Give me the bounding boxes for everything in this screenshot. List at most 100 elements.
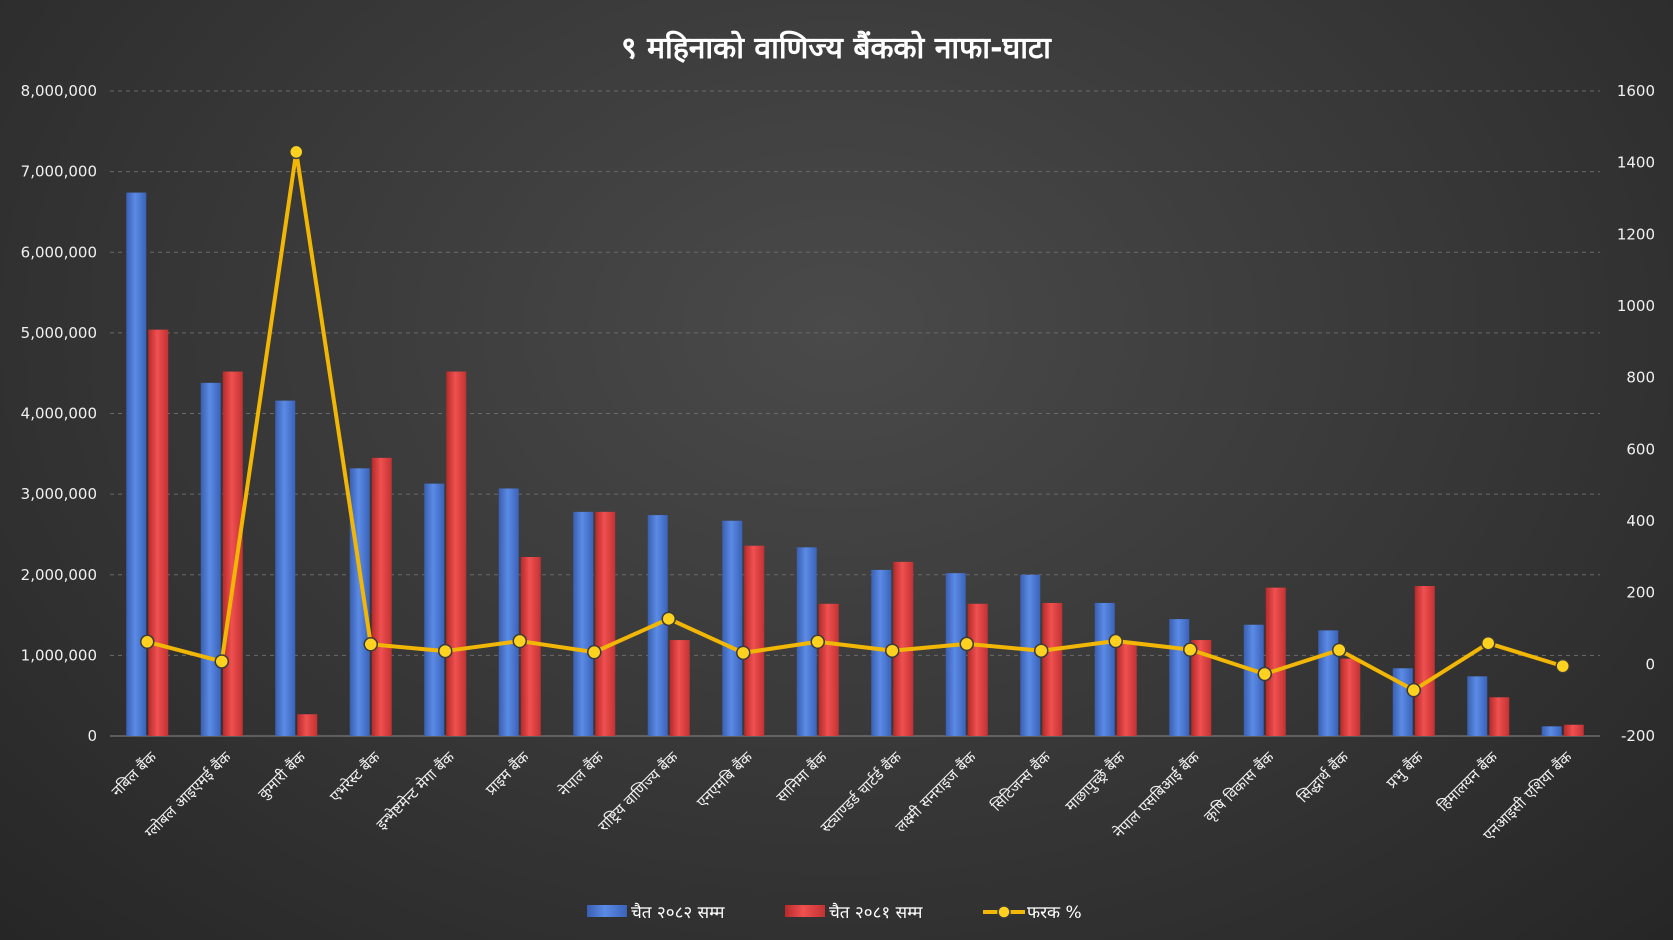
left-tick-label: 0	[87, 727, 97, 745]
right-tick-label: 0	[1645, 655, 1655, 673]
bar-chait-2082	[871, 569, 892, 736]
bar-chait-2081	[1191, 640, 1212, 736]
bar-chait-2081	[148, 329, 169, 736]
left-tick-label: 5,000,000	[21, 324, 97, 342]
right-tick-label: 400	[1626, 512, 1655, 530]
bar-chait-2082	[1169, 619, 1190, 736]
legend-label: फरक %	[1027, 903, 1082, 923]
right-tick-label: 600	[1626, 440, 1655, 458]
category-label: प्रभु बैंक	[1383, 748, 1428, 793]
category-label: लक्ष्मी सनराइज बैंक	[892, 748, 980, 836]
category-label: इन्भेष्टमेन्ट मेगा बैंक	[373, 748, 459, 834]
bar-chait-2082	[1467, 676, 1488, 736]
category-label: नबिल बैंक	[108, 748, 161, 801]
percent-point	[736, 645, 751, 661]
percent-point	[512, 633, 527, 649]
category-label: कृषि विकास बैंक	[1200, 748, 1278, 826]
bar-chait-2082	[945, 573, 966, 736]
percent-point	[959, 636, 974, 652]
percent-point	[1406, 682, 1421, 698]
bar-chait-2082	[200, 382, 221, 736]
percent-point	[289, 144, 304, 160]
percent-line	[140, 144, 1570, 698]
bar-chait-2081	[371, 457, 392, 736]
percent-point	[1481, 635, 1496, 651]
percent-point	[1257, 666, 1272, 682]
bar-chait-2082	[349, 468, 370, 736]
chart-title: ९ महिनाको वाणिज्य बैंकको नाफा-घाटा	[621, 30, 1052, 66]
category-label: प्राइम बैंक	[482, 748, 533, 799]
left-tick-label: 3,000,000	[21, 485, 97, 503]
left-axis: 0 1,000,000 2,000,000 3,000,000 4,000,000 5,0…	[21, 82, 97, 745]
bar-chait-2081	[744, 545, 765, 736]
legend-label: चैत २०८२ सम्म	[631, 902, 725, 923]
gridlines	[110, 90, 1600, 737]
left-tick-label: 8,000,000	[21, 82, 97, 100]
bar-chait-2082	[424, 483, 445, 736]
bar-chait-2081	[967, 603, 988, 736]
bar-chait-2081	[297, 714, 318, 736]
bar-chait-2081	[818, 603, 839, 736]
bar-chait-2081	[222, 371, 243, 736]
right-tick-label: -200	[1621, 727, 1655, 745]
right-tick-label: 1000	[1617, 297, 1655, 315]
percent-line-path	[146, 149, 1564, 693]
category-label: सानिमा बैंक	[773, 748, 831, 806]
bar-chait-2082	[126, 192, 147, 736]
category-label: माछापुच्छ्रे बैंक	[1062, 748, 1130, 816]
bar-chait-2082	[498, 488, 519, 736]
category-label: सिद्धार्थ बैंक	[1294, 748, 1353, 807]
legend-marker	[997, 905, 1011, 919]
bar-chait-2081	[520, 557, 541, 736]
right-tick-label: 1400	[1617, 154, 1655, 172]
category-labels: नबिल बैंकग्लोबल आइएमई बैंक कुमारी बैंक एभर…	[108, 748, 1576, 844]
right-axis: -200 0 200 400 600 800 1000 1200 1400 1600	[1617, 82, 1655, 745]
left-tick-label: 4,000,000	[21, 405, 97, 423]
percent-point	[1555, 658, 1570, 674]
percent-point	[214, 654, 229, 669]
percent-point	[1332, 642, 1347, 658]
bar-chait-2082	[573, 511, 594, 736]
percent-point	[810, 634, 825, 650]
bar-chait-2081	[669, 640, 690, 736]
category-label: सिटिजन्स बैंक	[987, 748, 1054, 815]
category-label: कुमारी बैंक	[254, 748, 310, 804]
left-tick-label: 7,000,000	[21, 163, 97, 181]
bar-chait-2082	[1243, 624, 1264, 736]
legend: चैत २०८२ सम्म चैत २०८१ सम्म फरक %	[587, 902, 1082, 923]
percent-point	[587, 644, 602, 660]
percent-point	[1183, 642, 1198, 657]
percent-point	[661, 611, 676, 627]
bar-chait-2081	[1265, 587, 1286, 736]
bar-chait-2082	[722, 520, 743, 736]
bar-chait-2081	[446, 371, 467, 736]
bar-chait-2082	[275, 400, 296, 736]
category-label: एनएमबि बैंक	[693, 748, 756, 811]
percent-point	[1034, 643, 1049, 658]
left-tick-label: 1,000,000	[21, 646, 97, 664]
bar-chait-2082	[1020, 574, 1041, 736]
percent-point	[140, 634, 155, 650]
bar-chait-2081	[1340, 658, 1361, 736]
bar-chait-2082	[1541, 726, 1562, 736]
percent-point	[1108, 633, 1123, 649]
bar-chait-2081	[595, 511, 616, 736]
bar-chait-2081	[1414, 586, 1435, 736]
category-label: एभरेस्ट बैंक	[326, 748, 384, 806]
right-tick-label: 200	[1626, 584, 1655, 602]
category-label: राष्ट्रिय वाणिज्य बैंक	[594, 748, 681, 835]
left-tick-label: 2,000,000	[21, 566, 97, 584]
percent-point	[885, 643, 900, 658]
legend-label: चैत २०८१ सम्म	[829, 902, 923, 923]
bar-chait-2081	[1489, 697, 1510, 736]
legend-swatch	[587, 905, 627, 917]
bar-chait-2081	[1563, 724, 1584, 736]
bar-chait-2082	[1094, 602, 1115, 736]
bar-chait-2081	[1042, 602, 1063, 736]
right-tick-label: 1600	[1617, 82, 1655, 100]
left-tick-label: 6,000,000	[21, 243, 97, 261]
bar-chait-2081	[1116, 641, 1137, 736]
right-tick-label: 1200	[1617, 225, 1655, 243]
percent-point	[363, 637, 378, 652]
